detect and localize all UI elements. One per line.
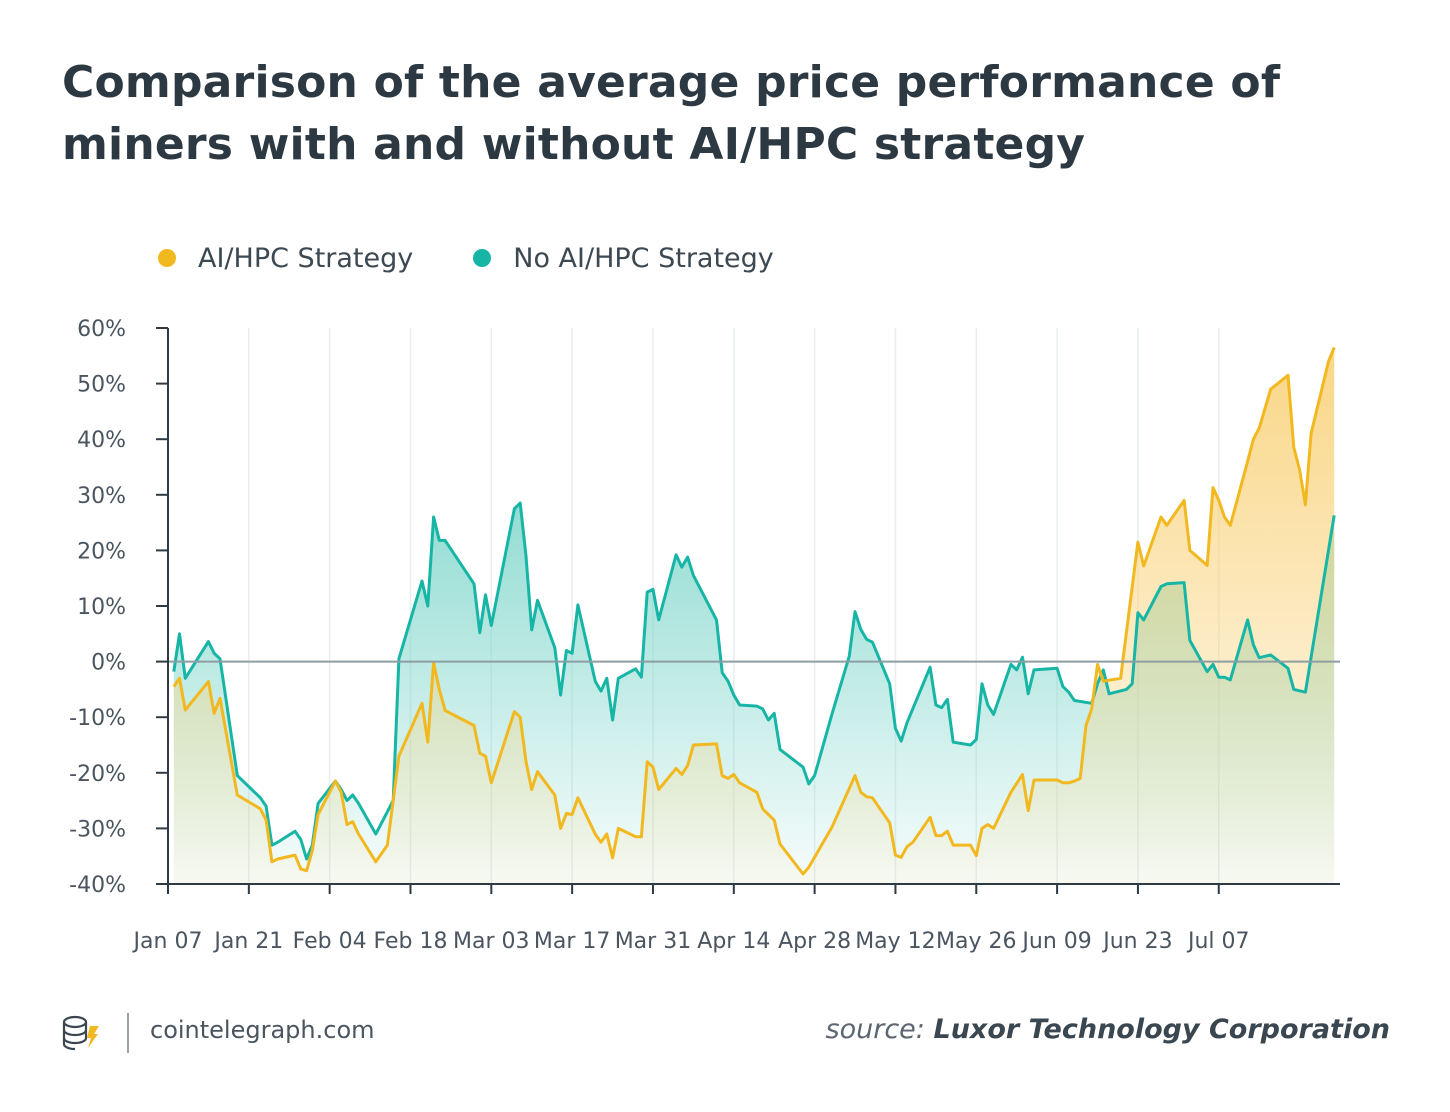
legend: AI/HPC Strategy No AI/HPC Strategy <box>158 240 834 276</box>
y-tick-label-1: 50% <box>77 373 126 398</box>
source-prefix: source: <box>825 1014 925 1045</box>
y-tick-label-10: -40% <box>69 873 126 898</box>
source-name: Luxor Technology Corporation <box>933 1014 1390 1045</box>
y-tick-label-4: 20% <box>77 539 126 564</box>
x-tick-label-3: Feb 18 <box>374 929 448 954</box>
footer-site-name: cointelegraph.com <box>150 1016 375 1044</box>
y-tick-label-6: 0% <box>91 651 126 676</box>
legend-dot-ai <box>158 249 176 267</box>
x-tick-label-4: Mar 03 <box>453 929 530 954</box>
area-ai <box>173 347 1335 884</box>
x-tick-label-9: May 12 <box>855 929 935 954</box>
x-tick-label-8: Apr 28 <box>778 929 851 954</box>
y-axis-ticks: 60% 50% 40% 30% 20% 10% 0% -10% -20% -30% -40% <box>69 317 168 898</box>
x-tick-label-12: Jun 23 <box>1101 929 1172 954</box>
y-tick-label-0: 60% <box>77 317 126 342</box>
chart-plot: 60% 50% 40% 30% 20% 10% 0% -10% -20% -30% -40% Jan… <box>69 317 1340 954</box>
y-tick-label-7: -10% <box>69 706 126 731</box>
series-lines <box>172 346 1336 876</box>
y-tick-label-8: -20% <box>69 762 126 787</box>
y-tick-label-9: -30% <box>69 817 126 842</box>
x-tick-label-1: Jan 21 <box>212 929 283 954</box>
x-tick-label-11: Jun 09 <box>1020 929 1091 954</box>
footer-divider <box>127 1013 129 1053</box>
x-tick-label-6: Mar 31 <box>615 929 692 954</box>
line-ai <box>172 346 1336 876</box>
area-fills <box>173 347 1335 884</box>
y-tick-label-5: 10% <box>77 595 126 620</box>
y-tick-label-3: 30% <box>77 484 126 509</box>
legend-dot-no-ai <box>473 249 492 267</box>
x-tick-label-13: Jul 07 <box>1186 929 1250 954</box>
x-tick-label-7: Apr 14 <box>697 929 770 954</box>
x-axis-ticks: Jan 07 Jan 21 Feb 04 Feb 18 Mar 03 Mar 17 Mar … <box>132 884 1250 954</box>
chart-title: Comparison of the average price performa… <box>62 57 1281 170</box>
y-tick-label-2: 40% <box>77 428 126 453</box>
x-tick-label-2: Feb 04 <box>293 929 367 954</box>
line-noai <box>172 501 1336 861</box>
cointelegraph-logo-icon <box>62 1015 99 1051</box>
footer-source: source: Luxor Technology Corporation <box>826 1014 1390 1045</box>
legend-item-no-ai: No AI/HPC Strategy <box>473 243 774 274</box>
legend-label-ai: AI/HPC Strategy <box>198 242 414 274</box>
x-tick-label-5: Mar 17 <box>534 929 611 954</box>
x-tick-label-0: Jan 07 <box>132 929 203 954</box>
x-tick-label-10: May 26 <box>936 929 1016 954</box>
legend-label-no-ai: No AI/HPC Strategy <box>513 242 774 274</box>
legend-item-ai: AI/HPC Strategy <box>158 243 413 274</box>
